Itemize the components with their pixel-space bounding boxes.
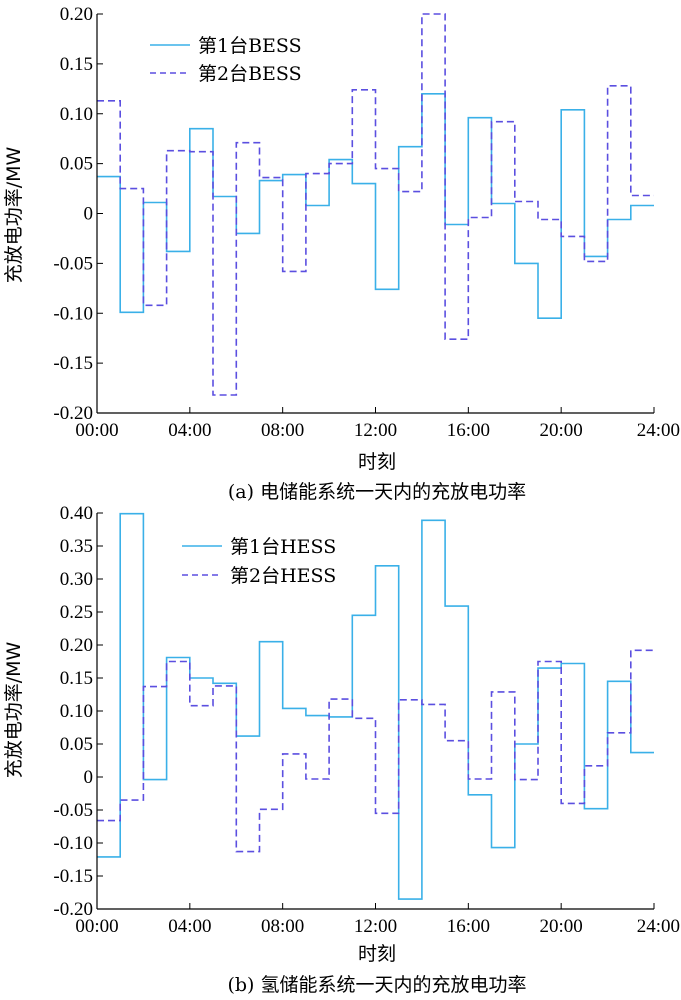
chart-a-y-tick-label: 0.05 <box>60 154 93 175</box>
chart-a-x-tick-label: 24:00 <box>637 420 680 441</box>
chart-b-y-tick-label: 0.35 <box>60 536 93 557</box>
chart-a-x-tick-label: 16:00 <box>447 420 490 441</box>
legend-a-series-1-label: 第1台BESS <box>198 35 302 57</box>
chart-b-y-tick-label: -0.05 <box>53 800 93 821</box>
chart-b-y-tick-label: 0 <box>84 767 94 788</box>
chart-a-y-tick-label: 0.20 <box>60 4 93 25</box>
chart-a: 0.20 0.15 0.10 0.05 0 -0.05 -0.10 -0.15 -0.2000:… <box>3 4 680 503</box>
chart-a-series-1-line <box>97 93 654 319</box>
chart-b-x-tick-label: 12:00 <box>354 916 397 937</box>
chart-a-y-tick-label: 0.10 <box>60 104 93 125</box>
chart-a-axes: 0.20 0.15 0.10 0.05 0 -0.05 -0.10 -0.15 -0.2000:… <box>53 4 680 441</box>
chart-a-y-tick-label: -0.05 <box>53 253 93 274</box>
chart-b-x-tick-label: 00:00 <box>75 916 118 937</box>
chart-b-x-tick-label: 16:00 <box>447 916 490 937</box>
legend-b-series-2-label: 第2台HESS <box>230 565 336 587</box>
chart-a-x-axis-title: 时刻 <box>358 451 396 473</box>
chart-b-caption: (b) 氢储能系统一天内的充放电功率 <box>227 974 526 996</box>
chart-b-x-tick-label: 20:00 <box>540 916 583 937</box>
chart-b-x-tick-label: 04:00 <box>168 916 211 937</box>
chart-a-x-tick-label: 12:00 <box>354 420 397 441</box>
chart-b-series-2-line <box>97 649 654 853</box>
chart-b-legend: 第1台HESS 第2台HESS <box>182 536 336 587</box>
chart-a-y-tick-label: -0.15 <box>53 353 93 374</box>
chart-b-y-tick-label: 0.30 <box>60 569 93 590</box>
chart-b-y-axis-title: 充放电功率/MW <box>3 642 25 779</box>
chart-a-x-tick-label: 08:00 <box>261 420 304 441</box>
legend-a-series-2-label: 第2台BESS <box>198 63 302 85</box>
chart-a-series <box>97 13 654 396</box>
chart-b-x-tick-label: 24:00 <box>637 916 680 937</box>
chart-b-y-tick-label: 0.10 <box>60 701 93 722</box>
chart-b-axes: 0.40 0.35 0.30 0.25 0.20 0.15 0.10 0.05 0 -0.05 -0… <box>53 503 680 937</box>
chart-b: 0.40 0.35 0.30 0.25 0.20 0.15 0.10 0.05 0 -0.05 -0… <box>3 503 680 996</box>
chart-a-legend: 第1台BESS 第2台BESS <box>150 35 302 85</box>
chart-b-x-axis-title: 时刻 <box>358 943 396 965</box>
chart-b-x-tick-label: 08:00 <box>261 916 304 937</box>
chart-b-y-tick-label: 0.20 <box>60 635 93 656</box>
chart-a-x-tick-label: 20:00 <box>540 420 583 441</box>
chart-b-series-1-line <box>97 512 654 900</box>
chart-a-y-tick-label: 0 <box>84 204 94 225</box>
chart-b-y-tick-label: -0.20 <box>53 899 93 920</box>
chart-b-y-tick-label: 0.25 <box>60 602 93 623</box>
chart-a-y-axis-title: 充放电功率/MW <box>3 147 25 284</box>
chart-a-y-tick-label: 0.15 <box>60 54 93 75</box>
chart-a-x-tick-label: 04:00 <box>168 420 211 441</box>
chart-b-y-tick-label: -0.15 <box>53 866 93 887</box>
chart-b-y-tick-label: -0.10 <box>53 833 93 854</box>
chart-b-y-tick-label: 0.05 <box>60 734 93 755</box>
chart-a-caption: (a) 电储能系统一天内的充放电功率 <box>228 481 526 503</box>
chart-b-series <box>97 512 654 900</box>
chart-b-y-tick-label: 0.40 <box>60 503 93 524</box>
chart-a-y-tick-label: -0.20 <box>53 403 93 424</box>
chart-b-y-tick-label: 0.15 <box>60 668 93 689</box>
chart-a-x-tick-label: 00:00 <box>75 420 118 441</box>
legend-b-series-1-label: 第1台HESS <box>230 536 336 558</box>
chart-a-y-tick-label: -0.10 <box>53 303 93 324</box>
chart-a-series-2-line <box>97 13 654 396</box>
